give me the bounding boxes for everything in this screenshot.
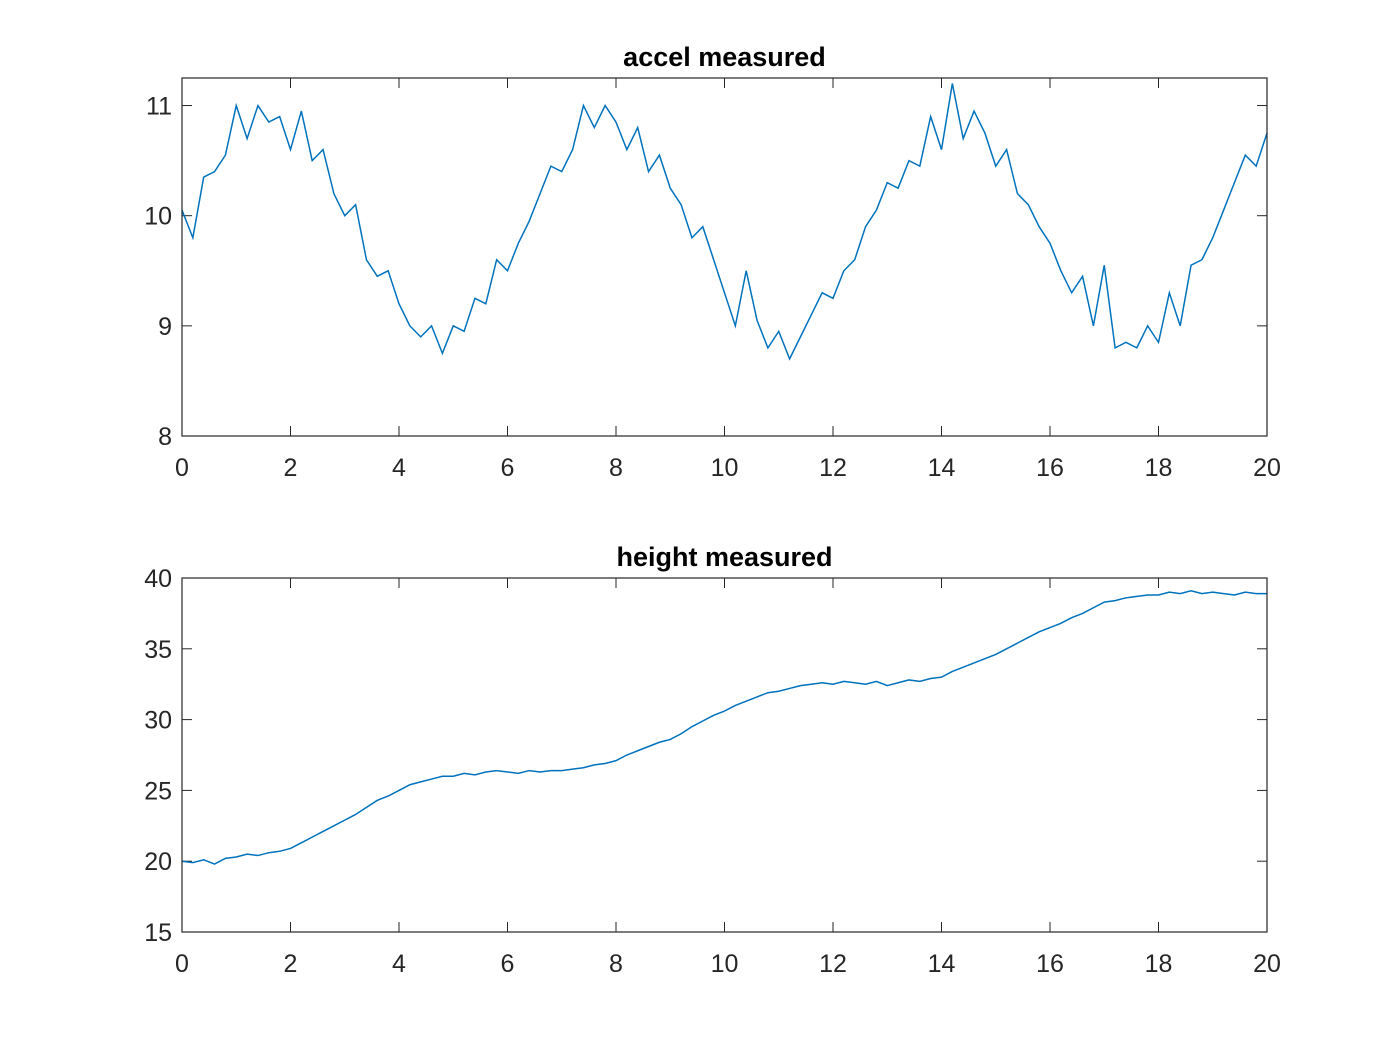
x-tick-label: 6 <box>501 950 515 978</box>
x-tick-label: 2 <box>284 454 298 482</box>
x-tick-label: 4 <box>392 454 406 482</box>
axes-box <box>181 77 1268 437</box>
y-tick-label: 30 <box>144 707 172 735</box>
y-tick-label: 25 <box>144 777 172 805</box>
plot-area <box>182 78 1267 436</box>
x-tick-label: 20 <box>1253 950 1281 978</box>
x-tick-label: 0 <box>175 950 189 978</box>
x-tick-label: 8 <box>609 454 623 482</box>
y-tick-label: 8 <box>158 423 172 451</box>
x-tick-label: 16 <box>1036 950 1064 978</box>
chart-title: accel measured <box>623 42 826 72</box>
y-tick-label: 35 <box>144 636 172 664</box>
data-line <box>181 83 1268 361</box>
x-tick-label: 10 <box>711 950 739 978</box>
y-tick-label: 40 <box>144 565 172 593</box>
x-tick-label: 14 <box>928 950 956 978</box>
y-tick-label: 10 <box>144 203 172 231</box>
x-tick-label: 0 <box>175 454 189 482</box>
chart-title: height measured <box>616 542 832 572</box>
x-tick-label: 14 <box>928 454 956 482</box>
x-tick-label: 18 <box>1145 950 1173 978</box>
x-tick-label: 6 <box>501 454 515 482</box>
y-tick-label: 9 <box>158 313 172 341</box>
x-tick-label: 16 <box>1036 454 1064 482</box>
x-tick-label: 12 <box>819 454 847 482</box>
x-tick-label: 12 <box>819 950 847 978</box>
x-tick-label: 2 <box>284 950 298 978</box>
data-line <box>181 589 1267 865</box>
plot-area <box>182 578 1267 932</box>
y-tick-label: 15 <box>144 919 172 947</box>
x-tick-label: 4 <box>392 950 406 978</box>
axes-box <box>181 577 1268 933</box>
x-tick-label: 10 <box>711 454 739 482</box>
y-tick-label: 20 <box>144 848 172 876</box>
x-tick-label: 20 <box>1253 454 1281 482</box>
x-tick-label: 8 <box>609 950 623 978</box>
y-tick-label: 11 <box>146 93 172 121</box>
x-tick-label: 18 <box>1145 454 1173 482</box>
